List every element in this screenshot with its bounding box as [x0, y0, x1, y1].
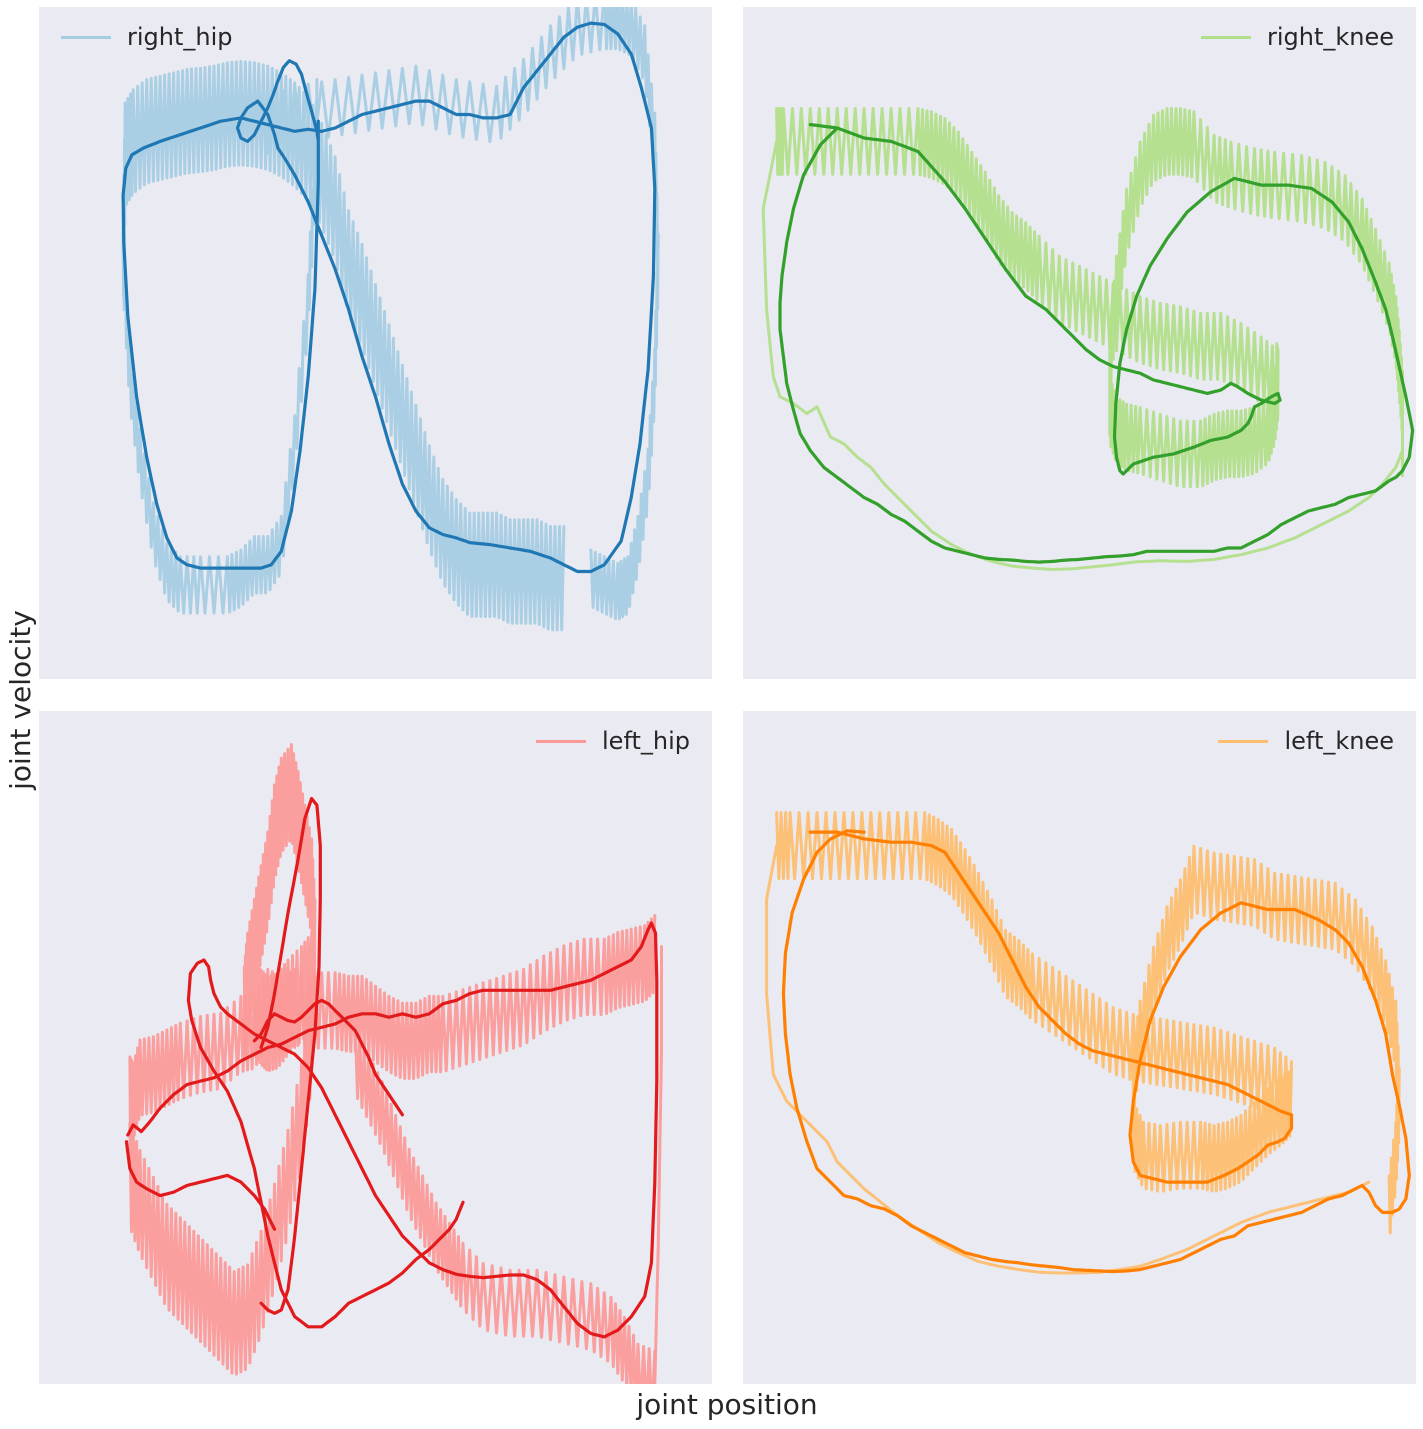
- right_knee-raw-trace-0: [761, 139, 1404, 571]
- left_hip-raw-trace-3: [353, 1026, 657, 1384]
- legend-label-left-knee: left_knee: [1284, 727, 1394, 755]
- left_knee-raw-trace-2: [775, 811, 1293, 1127]
- right_knee-smooth-trace-3: [778, 123, 1415, 564]
- x-axis-label: joint position: [636, 1388, 818, 1421]
- left-hip-plot-area: [124, 743, 663, 1384]
- right_hip-smooth-trace-4: [121, 21, 657, 574]
- legend-swatch-right-hip: [61, 35, 111, 39]
- left_hip-smooth-trace-6: [259, 796, 322, 1315]
- y-axis-label: joint velocity: [4, 610, 37, 790]
- right_hip-raw-trace-1: [259, 7, 633, 156]
- right-knee-plot: right_knee: [743, 7, 1416, 679]
- left-knee-legend: left_knee: [1218, 727, 1394, 755]
- right_knee-raw-trace-1: [1108, 107, 1404, 489]
- left_hip-raw-trace-0: [128, 914, 657, 1140]
- legend-swatch-left-hip: [536, 739, 587, 743]
- right-knee-legend: right_knee: [1200, 23, 1394, 51]
- left-knee-plot-area: [765, 811, 1411, 1275]
- right-hip-plot-area: [121, 7, 660, 632]
- left_hip-raw-trace-2: [128, 980, 314, 1376]
- left-hip-plot: left_hip: [39, 711, 712, 1384]
- legend-label-right-hip: right_hip: [127, 23, 233, 51]
- legend-swatch-right-knee: [1200, 35, 1251, 39]
- legend-swatch-left-knee: [1218, 739, 1269, 743]
- right_hip-raw-trace-0: [121, 59, 566, 632]
- left_knee-smooth-trace-4: [781, 829, 1344, 1274]
- left_hip-smooth-trace-5: [126, 921, 659, 1339]
- legend-label-left-hip: left_hip: [602, 727, 690, 755]
- right-knee-plot-area: [761, 107, 1415, 571]
- left_knee-smooth-trace-3: [808, 830, 1411, 1214]
- right-hip-plot: right_hip: [39, 7, 712, 679]
- legend-label-right-knee: right_knee: [1266, 23, 1394, 51]
- right_knee-raw-trace-2: [775, 107, 1280, 416]
- right_hip-raw-trace-3: [121, 78, 319, 615]
- left_hip-raw-trace-1: [242, 743, 317, 1072]
- right_hip-raw-trace-2: [589, 7, 660, 621]
- left-hip-legend: left_hip: [536, 727, 690, 755]
- right-hip-legend: right_hip: [61, 23, 233, 51]
- left_hip-smooth-trace-8: [124, 1140, 277, 1231]
- left_knee-raw-trace-0: [765, 844, 1371, 1275]
- left-knee-plot: left_knee: [743, 711, 1416, 1384]
- left_hip-raw-trace-4: [653, 945, 663, 1384]
- left_hip-smooth-trace-7: [252, 998, 404, 1117]
